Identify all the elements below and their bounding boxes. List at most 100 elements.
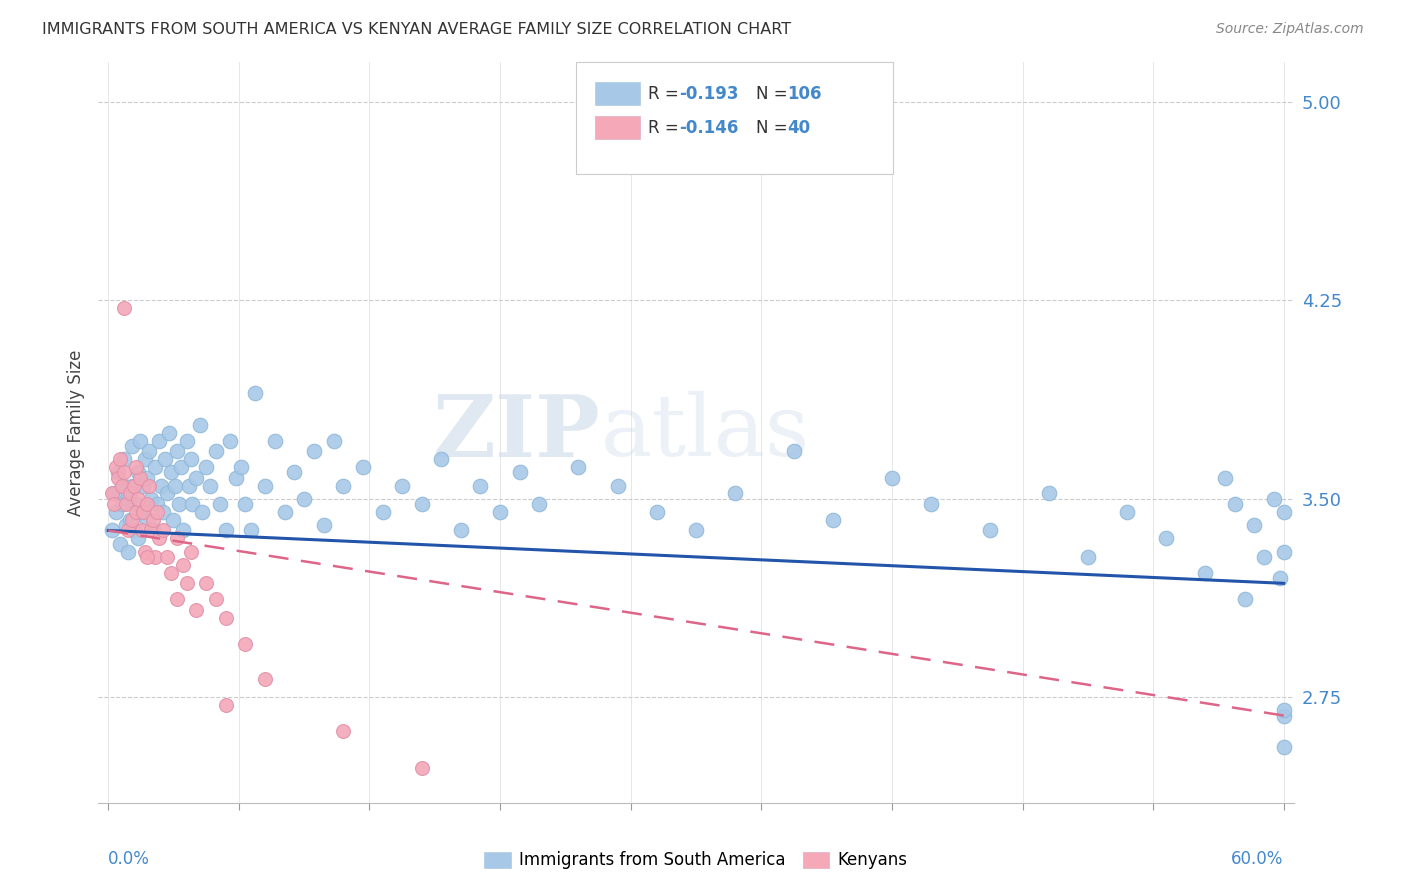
Point <box>1194 566 1216 580</box>
Point <box>1233 592 1256 607</box>
Point <box>645 505 668 519</box>
Point <box>141 491 163 506</box>
Point <box>215 698 238 712</box>
Point <box>150 478 173 492</box>
Point <box>112 301 135 316</box>
Point <box>112 465 135 479</box>
Point <box>235 637 257 651</box>
Point <box>1272 544 1295 558</box>
Point <box>205 592 228 607</box>
Point <box>176 576 198 591</box>
Point <box>253 672 276 686</box>
Point <box>107 465 129 479</box>
Point <box>121 439 143 453</box>
Point <box>1038 486 1060 500</box>
Point <box>332 478 354 492</box>
Point <box>146 497 169 511</box>
Point <box>128 434 150 448</box>
Text: -0.193: -0.193 <box>679 85 738 103</box>
Point <box>724 486 747 500</box>
Point <box>134 544 156 558</box>
Point <box>136 497 159 511</box>
Text: R =: R = <box>648 119 685 136</box>
Point <box>181 497 204 511</box>
Point <box>529 497 551 511</box>
Point <box>489 505 512 519</box>
Point <box>273 505 295 519</box>
Point <box>1272 505 1295 519</box>
Point <box>172 558 194 572</box>
Point <box>160 566 183 580</box>
Point <box>136 513 159 527</box>
Text: 60.0%: 60.0% <box>1232 850 1284 869</box>
Point <box>186 603 208 617</box>
Point <box>302 444 325 458</box>
Point <box>253 478 276 492</box>
Point <box>148 532 170 546</box>
Point <box>112 478 135 492</box>
Point <box>142 524 165 538</box>
Text: N =: N = <box>756 119 793 136</box>
Point <box>179 452 201 467</box>
Point <box>131 524 153 538</box>
Point <box>371 505 394 519</box>
Point <box>352 460 374 475</box>
Point <box>132 505 155 519</box>
Text: ZIP: ZIP <box>433 391 600 475</box>
Point <box>112 452 135 467</box>
Point <box>105 505 128 519</box>
Point <box>152 505 174 519</box>
Point <box>105 460 128 475</box>
Point <box>127 491 149 506</box>
Point <box>118 486 141 500</box>
Point <box>509 465 531 479</box>
Point <box>124 460 146 475</box>
Point <box>205 444 228 458</box>
Point <box>312 518 335 533</box>
Point <box>143 549 166 564</box>
Point <box>1243 518 1265 533</box>
Point <box>215 524 238 538</box>
Point <box>163 478 186 492</box>
Text: Source: ZipAtlas.com: Source: ZipAtlas.com <box>1216 22 1364 37</box>
Point <box>122 478 145 492</box>
Point <box>1268 571 1291 585</box>
Point <box>1253 549 1275 564</box>
Point <box>101 524 124 538</box>
Point <box>470 478 492 492</box>
Point <box>1263 491 1285 506</box>
Point <box>195 460 218 475</box>
Point <box>411 761 433 775</box>
Point <box>132 478 155 492</box>
Point <box>606 478 628 492</box>
Point <box>235 497 257 511</box>
Point <box>1077 549 1099 564</box>
Point <box>136 549 159 564</box>
Text: IMMIGRANTS FROM SOUTH AMERICA VS KENYAN AVERAGE FAMILY SIZE CORRELATION CHART: IMMIGRANTS FROM SOUTH AMERICA VS KENYAN … <box>42 22 792 37</box>
Point <box>103 486 125 500</box>
Point <box>153 452 176 467</box>
Point <box>450 524 472 538</box>
Point <box>172 524 194 538</box>
Point <box>823 513 845 527</box>
Point <box>141 524 163 538</box>
Text: -0.146: -0.146 <box>679 119 738 136</box>
Point <box>430 452 453 467</box>
Legend: Immigrants from South America, Kenyans: Immigrants from South America, Kenyans <box>478 845 914 876</box>
Point <box>1213 470 1236 484</box>
Point <box>292 491 315 506</box>
Text: 40: 40 <box>787 119 810 136</box>
Point <box>166 532 188 546</box>
Point <box>177 478 200 492</box>
Point <box>124 497 146 511</box>
Point <box>332 724 354 739</box>
Point <box>1272 703 1295 717</box>
Point <box>1272 740 1295 755</box>
Point <box>117 491 139 506</box>
Point <box>156 486 179 500</box>
Point <box>685 524 707 538</box>
Point <box>128 470 150 484</box>
Point <box>1223 497 1246 511</box>
Point <box>118 513 141 527</box>
Point <box>121 513 143 527</box>
